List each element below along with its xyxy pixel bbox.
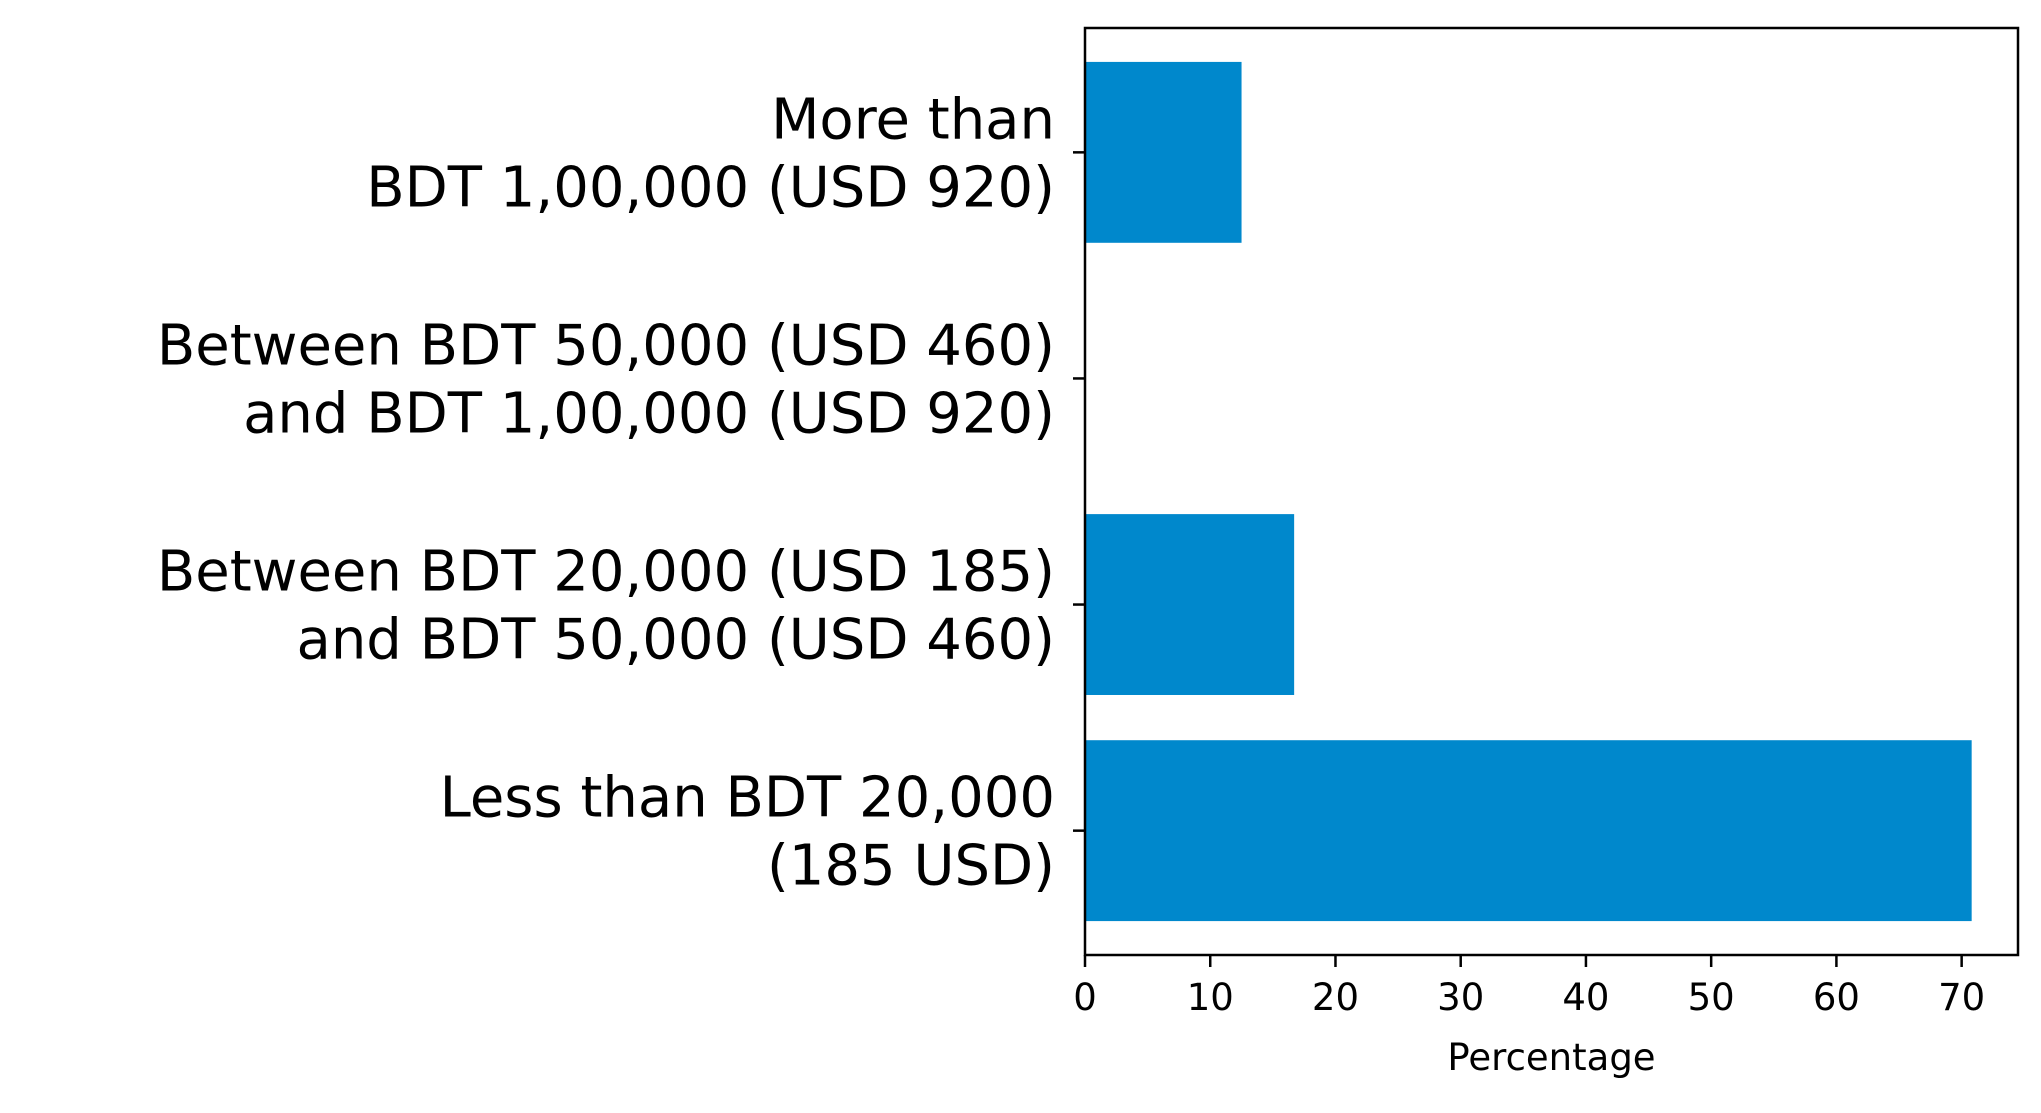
y-tick-label: Between BDT 50,000 (USD 460) and BDT 1,00…: [157, 313, 1055, 446]
x-tick-label: 60: [1813, 976, 1860, 1019]
y-axis: Less than BDT 20,000 (185 USD) Between BDT…: [157, 87, 1085, 899]
bar: [1085, 740, 1972, 922]
y-tick-label-line: (185 USD): [767, 834, 1055, 899]
y-tick-label: Between BDT 20,000 (USD 185) and BDT 50,0…: [157, 540, 1055, 673]
bar: [1085, 61, 1242, 243]
y-tick-label-line: and BDT 50,000 (USD 460): [297, 608, 1056, 673]
y-tick-label-line: More than: [771, 87, 1055, 152]
y-tick-label-line: BDT 1,00,000 (USD 920): [366, 155, 1055, 220]
x-tick-label: 20: [1312, 976, 1359, 1019]
y-tick-label: Less than BDT 20,000 (185 USD): [440, 766, 1055, 899]
y-tick-label-line: and BDT 1,00,000 (USD 920): [243, 381, 1055, 446]
x-tick-label: 30: [1437, 976, 1484, 1019]
x-tick-label: 10: [1187, 976, 1234, 1019]
y-tick-label: More than BDT 1,00,000 (USD 920): [366, 87, 1055, 220]
bars-group: [1085, 61, 1972, 922]
x-tick-label: 40: [1562, 976, 1609, 1019]
bar: [1085, 514, 1295, 695]
y-tick-label-line: Less than BDT 20,000: [440, 766, 1055, 831]
x-tick-label: 50: [1688, 976, 1735, 1019]
y-tick-label-line: Between BDT 20,000 (USD 185): [157, 540, 1055, 605]
y-tick-label-line: Between BDT 50,000 (USD 460): [157, 313, 1055, 378]
plot-frame: [1083, 26, 2020, 957]
x-axis: 0 10 20 30 40 50 60 70: [1073, 955, 1985, 1019]
x-axis-title: Percentage: [1447, 1036, 1655, 1079]
x-tick-label: 70: [1938, 976, 1985, 1019]
x-tick-label: 0: [1073, 976, 1097, 1019]
